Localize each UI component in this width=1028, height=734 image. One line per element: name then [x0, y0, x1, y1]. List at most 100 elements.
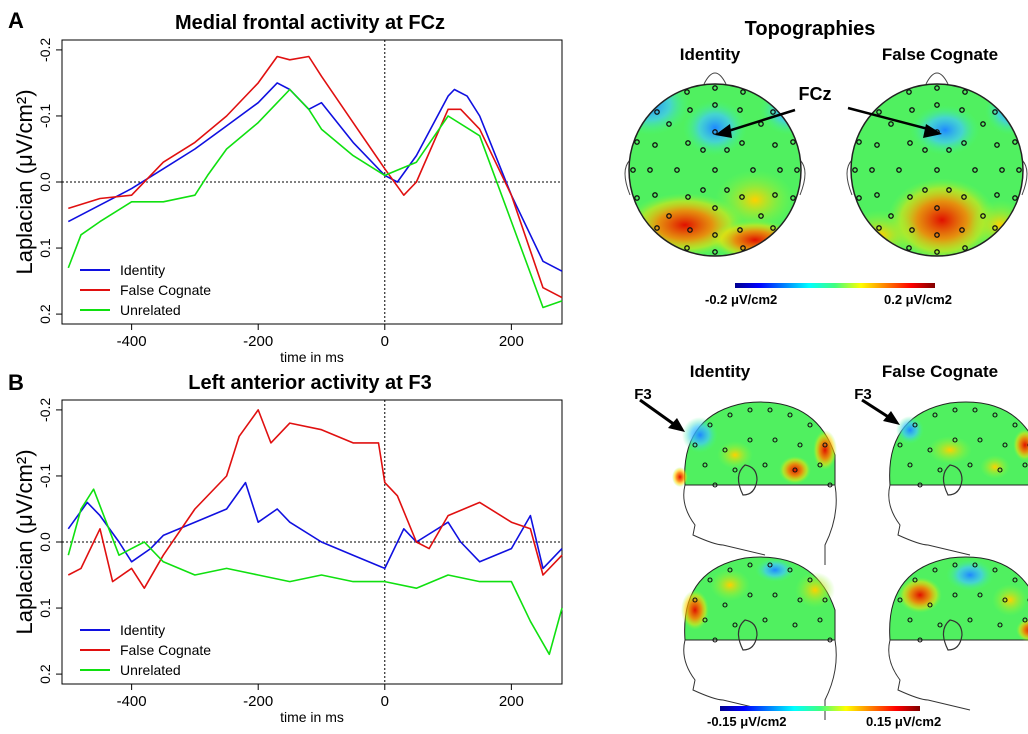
- electrode-marker: [922, 187, 928, 193]
- y-tick-label: -0.2: [37, 38, 53, 62]
- electrode-marker: [712, 167, 718, 173]
- electrode-marker: [934, 205, 940, 211]
- electrode-marker: [822, 442, 828, 448]
- electrode-marker: [962, 89, 968, 95]
- electrode-marker: [772, 592, 778, 598]
- electrode-marker: [687, 107, 693, 113]
- electrode-marker: [737, 227, 743, 233]
- electrode-marker: [740, 89, 746, 95]
- side-head: [888, 556, 1028, 711]
- y-tick-label: -0.1: [37, 464, 53, 488]
- electrode-marker: [888, 121, 894, 127]
- electrode-marker: [977, 592, 983, 598]
- electrode-marker: [1022, 462, 1028, 468]
- electrode-marker: [1012, 139, 1018, 145]
- x-axis-label: time in ms: [280, 349, 344, 365]
- electrode-marker: [684, 245, 690, 251]
- electrode-marker: [707, 577, 713, 583]
- electrode-marker: [722, 447, 728, 453]
- electrode-marker: [856, 139, 862, 145]
- scalp-blob: [755, 558, 795, 582]
- electrode-marker: [739, 194, 745, 200]
- chart-b: -400 -200 0 200 -0.2 -0.1 0.0 0.1 0.2 time in ms L…: [12, 398, 563, 725]
- topo-false-cognate-label-side: False Cognate: [881, 362, 999, 381]
- electrode-marker: [767, 407, 773, 413]
- electrode-marker: [967, 617, 973, 623]
- electrode-marker: [747, 592, 753, 598]
- electrode-marker: [647, 167, 653, 173]
- electrode-marker: [712, 637, 718, 643]
- electrode-marker: [772, 142, 778, 148]
- panel-b-letter: B: [8, 370, 24, 395]
- colorbar-top: [735, 283, 935, 288]
- electrode-marker: [712, 129, 718, 135]
- chart-a-title: Medial frontal activity at FCz: [174, 12, 446, 34]
- electrode-marker: [992, 567, 998, 573]
- electrode-marker: [932, 412, 938, 418]
- electrode-marker: [750, 167, 756, 173]
- x-tick-label: 200: [499, 693, 524, 710]
- electrode-marker: [652, 192, 658, 198]
- electrode-marker: [712, 482, 718, 488]
- electrode-marker: [896, 167, 902, 173]
- electrode-marker: [692, 442, 698, 448]
- scalp-blob: [779, 456, 811, 484]
- electrode-marker: [952, 562, 958, 568]
- y-tick-label: 0.1: [37, 598, 53, 618]
- x-tick-label: -200: [243, 333, 273, 350]
- electrode-marker: [927, 447, 933, 453]
- legend-entry: Identity: [120, 622, 165, 638]
- topo-identity-label-side: Identity: [689, 362, 751, 381]
- colorbar-top-max-label: 0.2 μV/cm2: [884, 292, 952, 307]
- electrode-marker: [917, 482, 923, 488]
- electrode-marker: [1012, 577, 1018, 583]
- electrode-marker: [897, 442, 903, 448]
- face-outline: [888, 484, 971, 556]
- chart-a: -400 -200 0 200 -0.2 -0.1 0.0 0.1 0.2 time in ms L…: [12, 38, 563, 365]
- electrode-marker: [967, 462, 973, 468]
- topo-false-cognate-label-top: False Cognate: [881, 45, 999, 64]
- electrode-marker: [700, 187, 706, 193]
- f3-marker-label-left: F3: [634, 386, 652, 403]
- ear-outline: [737, 464, 758, 496]
- electrode-marker: [737, 107, 743, 113]
- x-axis-label: time in ms: [280, 709, 344, 725]
- electrode-marker: [790, 195, 796, 201]
- electrode-marker: [674, 167, 680, 173]
- electrode-marker: [767, 562, 773, 568]
- y-tick-label: 0.0: [37, 532, 53, 552]
- fcz-arrow-right: [847, 106, 933, 132]
- electrode-marker: [792, 467, 798, 473]
- y-axis-label: Laplacian (μV/cm²): [12, 89, 37, 274]
- y-tick-label: -0.2: [37, 398, 53, 422]
- electrode-marker: [917, 637, 923, 643]
- electrode-marker: [952, 407, 958, 413]
- series-line-unrelated: [67, 88, 563, 309]
- y-axis-label: Laplacian (μV/cm²): [12, 449, 37, 634]
- scalp-blob: [992, 584, 1028, 616]
- electrode-marker: [762, 462, 768, 468]
- scalp-blob: [682, 417, 718, 453]
- topo-head-identity: [624, 72, 806, 257]
- electrode-marker: [980, 213, 986, 219]
- electrode-marker: [909, 107, 915, 113]
- electrode-marker: [700, 147, 706, 153]
- electrode-marker: [907, 617, 913, 623]
- legend-entry: Unrelated: [120, 302, 181, 318]
- series-line-unrelated: [67, 488, 563, 656]
- topo-head-false-cognate: [846, 72, 1028, 257]
- scalp-blob: [813, 430, 837, 470]
- electrode-marker: [747, 562, 753, 568]
- electrode-marker: [852, 167, 858, 173]
- electrode-marker: [707, 422, 713, 428]
- face-outline: [683, 639, 766, 711]
- electrode-marker: [992, 412, 998, 418]
- electrode-marker: [724, 187, 730, 193]
- neck-outline: [824, 484, 837, 565]
- electrode-marker: [630, 167, 636, 173]
- electrode-marker: [888, 213, 894, 219]
- electrode-marker: [634, 139, 640, 145]
- electrode-marker: [961, 140, 967, 146]
- electrode-marker: [747, 407, 753, 413]
- electrode-marker: [874, 142, 880, 148]
